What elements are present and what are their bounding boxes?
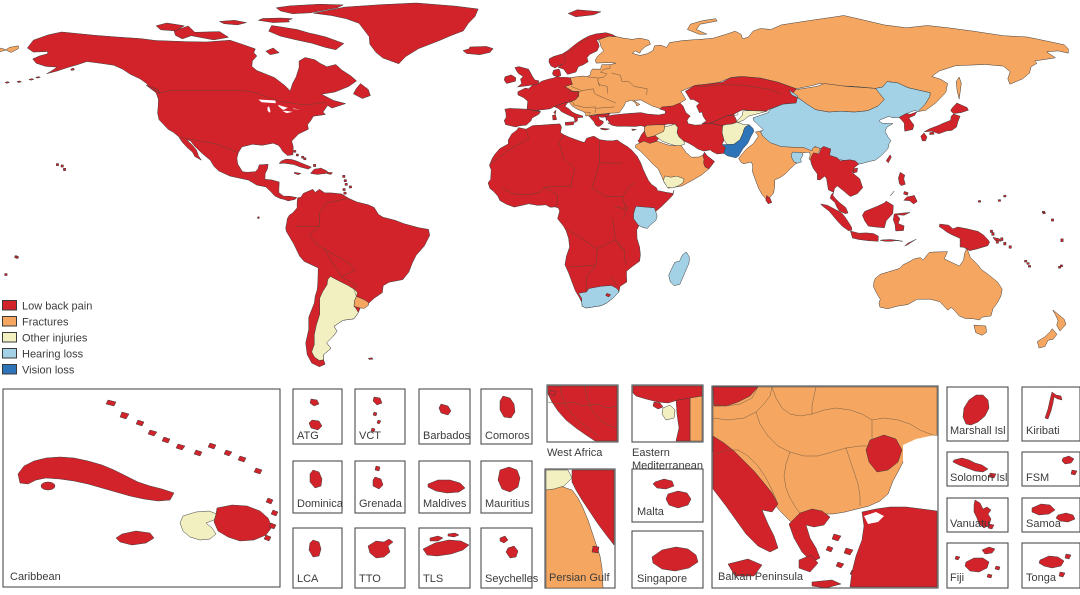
- svg-text:Solomon Isl: Solomon Isl: [950, 472, 1007, 484]
- svg-text:Comoros: Comoros: [485, 430, 530, 442]
- svg-text:FSM: FSM: [1026, 472, 1049, 484]
- svg-text:Vanuatu: Vanuatu: [950, 518, 990, 530]
- svg-text:Low back pain: Low back pain: [22, 301, 92, 313]
- svg-text:VCT: VCT: [359, 430, 381, 442]
- svg-text:West Africa: West Africa: [547, 447, 603, 459]
- svg-text:Mauritius: Mauritius: [485, 498, 530, 510]
- svg-text:Grenada: Grenada: [359, 498, 403, 510]
- svg-text:Tonga: Tonga: [1026, 572, 1057, 584]
- svg-text:Balkan Peninsula: Balkan Peninsula: [718, 571, 804, 583]
- svg-text:Mediterranean: Mediterranean: [632, 460, 703, 472]
- svg-text:Samoa: Samoa: [1026, 518, 1062, 530]
- svg-text:Persian Gulf: Persian Gulf: [549, 572, 610, 584]
- svg-text:Kiribati: Kiribati: [1026, 425, 1060, 437]
- svg-text:Caribbean: Caribbean: [10, 571, 61, 583]
- svg-text:Fractures: Fractures: [22, 317, 69, 329]
- svg-text:Vision loss: Vision loss: [22, 365, 75, 377]
- svg-text:Barbados: Barbados: [423, 430, 471, 442]
- svg-text:Seychelles: Seychelles: [485, 573, 539, 585]
- svg-text:Hearing loss: Hearing loss: [22, 349, 84, 361]
- svg-text:TTO: TTO: [359, 573, 381, 585]
- svg-text:TLS: TLS: [423, 573, 443, 585]
- svg-text:Dominica: Dominica: [297, 498, 344, 510]
- svg-text:Eastern: Eastern: [632, 447, 670, 459]
- svg-text:LCA: LCA: [297, 573, 319, 585]
- svg-text:ATG: ATG: [297, 430, 319, 442]
- svg-text:Other injuries: Other injuries: [22, 333, 88, 345]
- svg-text:Maldives: Maldives: [423, 498, 467, 510]
- svg-text:Fiji: Fiji: [950, 572, 964, 584]
- svg-text:Malta: Malta: [637, 506, 665, 518]
- svg-text:Marshall Isl: Marshall Isl: [950, 425, 1006, 437]
- svg-text:Singapore: Singapore: [637, 573, 687, 585]
